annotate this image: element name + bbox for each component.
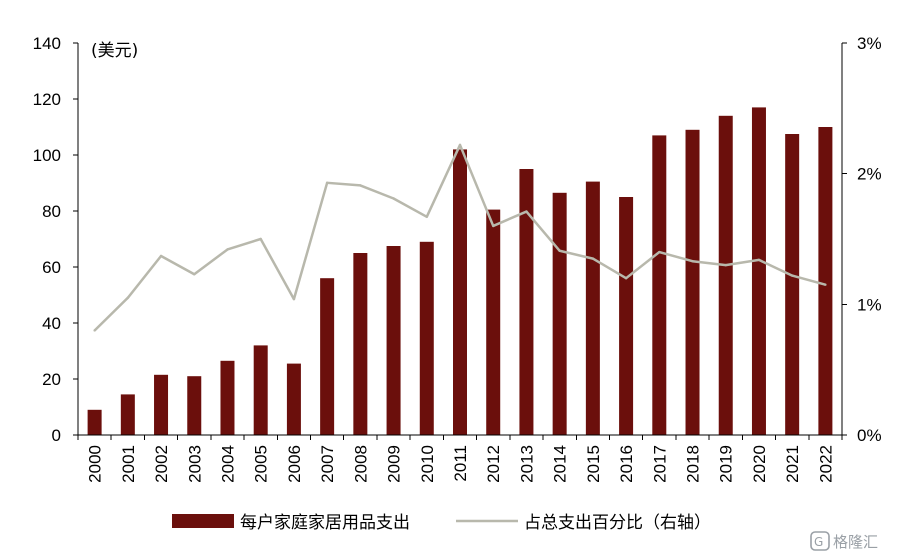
bar-2018 — [685, 129, 700, 436]
bar-2000 — [87, 409, 102, 435]
bar-2021 — [785, 134, 800, 435]
bar-2002 — [154, 374, 169, 435]
left-tick-label: 20 — [42, 370, 61, 389]
bar-2019 — [718, 115, 733, 436]
line-point-2005 — [259, 237, 262, 241]
line-point-2022 — [824, 283, 827, 286]
right-tick-label: 2% — [857, 165, 882, 184]
x-tick-label: 2014 — [551, 445, 570, 483]
x-tick-label: 2018 — [684, 445, 703, 483]
bar-2016 — [619, 197, 634, 435]
x-tick-label: 2004 — [218, 445, 237, 483]
legend-label-bars: 每户家庭家居用品支出 — [240, 513, 410, 533]
x-tick-label: 2015 — [584, 445, 603, 483]
left-tick-label: 0 — [52, 426, 61, 445]
bar-2022 — [818, 127, 833, 435]
x-tick-label: 2003 — [185, 445, 204, 483]
x-tick-label: 2002 — [152, 445, 171, 483]
line-point-2020 — [757, 258, 761, 262]
x-tick-label: 2000 — [86, 445, 105, 483]
left-tick-label: 40 — [42, 314, 61, 333]
watermark-logo-icon — [810, 531, 830, 551]
right-tick-label: 1% — [857, 295, 882, 314]
bar-2008 — [353, 253, 368, 435]
x-tick-label: 2001 — [119, 445, 138, 483]
bar-2007 — [320, 278, 335, 435]
legend-item-bars: 每户家庭家居用品支出 — [172, 513, 410, 533]
x-axis-ticks: 2000 2001 2002 2003 2004 2005 2006 2007 2008 2009… — [77, 435, 843, 483]
bar-series — [87, 107, 833, 436]
line-point-2000 — [93, 329, 96, 332]
line-point-2003 — [193, 273, 196, 276]
x-tick-label: 2017 — [650, 445, 669, 483]
line-point-2008 — [359, 184, 362, 187]
x-tick-label: 2019 — [717, 445, 736, 483]
line-point-2006 — [292, 297, 296, 301]
line-point-2004 — [226, 248, 229, 251]
line-point-2021 — [790, 274, 794, 277]
bar-2017 — [652, 135, 667, 435]
watermark: G 格隆汇 — [810, 531, 878, 551]
line-point-2007 — [325, 181, 329, 185]
bar-2020 — [751, 107, 766, 436]
left-tick-label: 100 — [33, 146, 61, 165]
line-point-2009 — [392, 197, 395, 200]
x-tick-label: 2009 — [385, 445, 404, 483]
line-point-2015 — [591, 257, 595, 260]
legend: 每户家庭家居用品支出 占总支出百分比（右轴） — [172, 513, 711, 533]
legend-item-line: 占总支出百分比（右轴） — [456, 513, 711, 533]
legend-swatch-bars — [172, 514, 234, 528]
line-point-2012 — [492, 224, 495, 228]
line-series — [93, 143, 827, 332]
left-axis-ticks: 0 20 40 60 80 100 120 140 — [33, 34, 78, 445]
x-tick-label: 2013 — [517, 445, 536, 483]
line-point-2017 — [658, 250, 661, 254]
bar-2010 — [419, 241, 434, 435]
x-tick-label: 2011 — [451, 445, 470, 482]
x-tick-label: 2022 — [816, 445, 835, 483]
watermark-text: 格隆汇 — [833, 533, 878, 551]
bar-2006 — [286, 363, 301, 435]
x-tick-label: 2005 — [252, 445, 271, 483]
left-axis-unit-label: (美元) — [91, 41, 138, 61]
legend-label-line: 占总支出百分比（右轴） — [524, 513, 711, 533]
left-tick-label: 60 — [42, 258, 61, 277]
left-tick-label: 120 — [33, 90, 61, 109]
bar-2004 — [220, 360, 235, 435]
x-tick-label: 2008 — [351, 445, 370, 483]
x-tick-label: 2006 — [285, 445, 304, 483]
bar-2015 — [585, 181, 600, 435]
bar-2003 — [187, 376, 202, 435]
left-tick-label: 140 — [33, 34, 61, 53]
line-point-2019 — [724, 263, 727, 267]
line-point-2010 — [425, 215, 428, 218]
bar-2013 — [519, 169, 534, 435]
line-point-2013 — [525, 210, 528, 213]
x-tick-label: 2007 — [318, 445, 337, 483]
bar-2005 — [253, 345, 268, 435]
right-tick-label: 0% — [857, 426, 882, 445]
axes — [77, 43, 843, 436]
left-tick-label: 80 — [42, 202, 61, 221]
line-point-2011 — [458, 143, 462, 147]
right-tick-label: 3% — [857, 34, 882, 53]
bar-2001 — [120, 394, 135, 435]
bar-2012 — [486, 209, 501, 435]
x-tick-label: 2021 — [783, 445, 802, 483]
bar-2014 — [552, 192, 567, 435]
line-point-2018 — [691, 260, 694, 263]
bar-2011 — [453, 149, 467, 435]
line-point-2014 — [558, 249, 561, 252]
line-point-2016 — [624, 277, 628, 280]
x-tick-label: 2016 — [617, 445, 636, 483]
x-tick-label: 2020 — [750, 445, 769, 483]
x-tick-label: 2012 — [484, 445, 503, 483]
right-axis-ticks: 0% 1% 2% 3% — [842, 34, 882, 445]
watermark-logo-glyph: G — [814, 535, 823, 549]
line-point-2002 — [159, 254, 163, 258]
line-point-2001 — [126, 296, 130, 299]
x-tick-label: 2010 — [418, 445, 437, 483]
bar-2009 — [386, 246, 401, 435]
